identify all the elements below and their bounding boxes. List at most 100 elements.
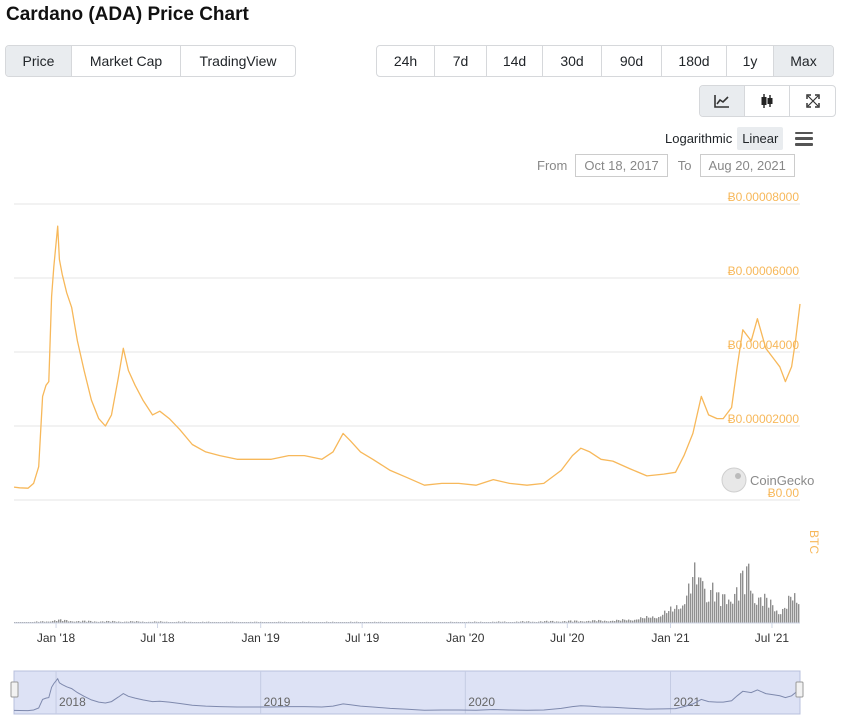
volume-bar <box>504 621 506 623</box>
volume-bar <box>676 605 678 623</box>
price-chart[interactable]: Ƀ0.00 Ƀ0.00002000 Ƀ0.00004000 Ƀ0.00006000 Ƀ0… <box>0 190 843 719</box>
volume-bar <box>106 620 108 623</box>
range-30d[interactable]: 30d <box>543 46 602 76</box>
volume-bar <box>80 621 82 623</box>
volume-bar <box>788 595 790 623</box>
date-range: From Oct 18, 2017 To Aug 20, 2021 <box>537 154 795 177</box>
volume-bar <box>42 621 44 623</box>
volume-bar <box>684 604 686 623</box>
volume-bar <box>786 608 788 623</box>
y-tick-label: Ƀ0.00006000 <box>728 264 800 278</box>
volume-bar <box>730 601 732 623</box>
volume-bar <box>78 621 80 623</box>
range-14d[interactable]: 14d <box>487 46 543 76</box>
volume-bar <box>738 600 740 623</box>
range-max[interactable]: Max <box>774 46 833 76</box>
volume-bar <box>536 621 538 623</box>
range-1y[interactable]: 1y <box>727 46 774 76</box>
navigator-series-line <box>13 677 801 712</box>
volume-bar <box>232 621 234 623</box>
volume-bar <box>164 621 166 623</box>
volume-bar <box>620 620 622 623</box>
volume-bar <box>560 621 562 623</box>
volume-bar <box>648 617 650 623</box>
metric-tab-group: Price Market Cap TradingView <box>5 45 296 77</box>
volume-bar <box>532 621 534 623</box>
volume-bar <box>126 621 128 623</box>
range-90d[interactable]: 90d <box>602 46 662 76</box>
volume-bar <box>92 621 94 623</box>
x-tick-label: Jul '21 <box>755 631 790 645</box>
hamburger-menu-icon[interactable] <box>795 131 814 146</box>
scale-linear[interactable]: Linear <box>737 127 784 150</box>
range-7d[interactable]: 7d <box>435 46 487 76</box>
volume-bar <box>628 619 630 623</box>
volume-bar <box>604 620 606 623</box>
range-24h[interactable]: 24h <box>377 46 435 76</box>
volume-bar <box>630 620 632 623</box>
volume-bar <box>552 620 554 623</box>
volume-bar <box>64 619 66 623</box>
volume-bar <box>732 603 734 623</box>
from-date-input[interactable]: Oct 18, 2017 <box>575 154 668 177</box>
volume-bar <box>250 621 252 623</box>
volume-bar <box>492 621 494 623</box>
volume-bar <box>744 594 746 623</box>
chart-view-group <box>699 85 836 117</box>
volume-bar <box>238 621 240 623</box>
volume-bar <box>580 621 582 623</box>
price-series-line <box>13 225 801 489</box>
volume-bar <box>72 621 74 623</box>
volume-bar <box>698 577 700 623</box>
volume-bar <box>662 614 664 623</box>
navigator-tick-label: 2018 <box>59 695 86 709</box>
navigator-right-handle[interactable] <box>795 681 804 698</box>
y-tick-label: Ƀ0.00008000 <box>728 190 800 204</box>
volume-bar <box>444 621 446 623</box>
line-chart-button[interactable] <box>700 86 745 116</box>
fullscreen-button[interactable] <box>790 86 835 116</box>
to-date-input[interactable]: Aug 20, 2021 <box>699 154 795 177</box>
candlestick-button[interactable] <box>745 86 790 116</box>
tab-market-cap[interactable]: Market Cap <box>72 46 181 76</box>
volume-bar <box>76 621 78 623</box>
volume-bar <box>68 621 70 623</box>
volume-bar <box>798 604 800 623</box>
volume-bar <box>650 617 652 623</box>
volume-bar <box>664 610 666 623</box>
volume-bar <box>746 566 748 623</box>
volume-bar <box>724 594 726 623</box>
volume-bar <box>606 621 608 623</box>
volume-bar <box>304 621 306 623</box>
range-180d[interactable]: 180d <box>662 46 727 76</box>
tab-price[interactable]: Price <box>6 46 72 76</box>
volume-bar <box>772 605 774 623</box>
volume-bar <box>736 587 738 623</box>
navigator-window[interactable] <box>13 670 801 715</box>
volume-bar <box>654 617 656 623</box>
volume-bar <box>768 607 770 623</box>
volume-bar <box>690 593 692 623</box>
tab-tradingview[interactable]: TradingView <box>199 53 277 69</box>
volume-bar <box>56 621 58 623</box>
volume-bar <box>402 621 404 623</box>
volume-bar <box>704 588 706 623</box>
volume-bar <box>540 621 542 623</box>
volume-bar <box>156 621 158 623</box>
volume-bar <box>582 621 584 623</box>
volume-bar <box>52 620 54 623</box>
volume-bar <box>686 595 688 623</box>
volume-bar <box>214 621 216 623</box>
volume-bar <box>586 621 588 623</box>
volume-bar <box>474 621 476 623</box>
volume-bar <box>574 620 576 623</box>
volume-bar <box>572 621 574 623</box>
volume-bar <box>680 608 682 623</box>
scale-logarithmic[interactable]: Logarithmic <box>665 131 733 146</box>
volume-bar <box>502 621 504 623</box>
navigator-left-handle[interactable] <box>10 681 19 698</box>
volume-bar <box>646 616 648 623</box>
volume-bar <box>90 620 92 623</box>
volume-bar <box>742 570 744 623</box>
volume-bar <box>764 593 766 623</box>
